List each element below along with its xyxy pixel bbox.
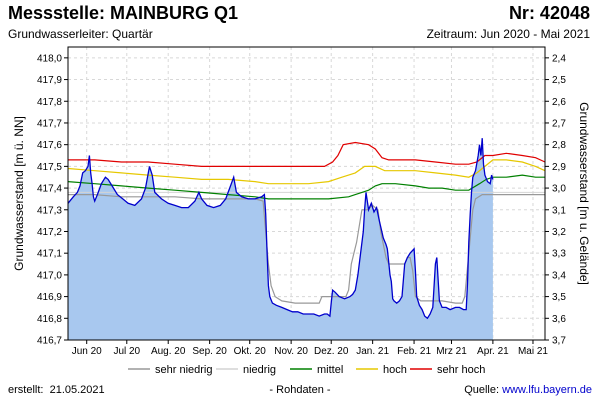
y-tick-label: 417,3 xyxy=(37,205,62,216)
y-right-tick-label: 3,7 xyxy=(552,336,566,347)
period-label: Zeitraum: Jun 2020 - Mai 2021 xyxy=(426,27,590,41)
y-right-tick-label: 2,5 xyxy=(552,75,566,86)
measured-area xyxy=(68,138,493,340)
x-tick-label: Mrz 21 xyxy=(436,346,467,357)
x-tick-label: Nov. 20 xyxy=(274,346,308,357)
y-right-tick-label: 3,4 xyxy=(552,270,566,281)
y-tick-label: 417,1 xyxy=(37,249,62,260)
raw-data-note: - Rohdaten - xyxy=(269,384,331,396)
aquifer-label: Grundwasserleiter: Quartär xyxy=(8,27,153,41)
y-tick-label: 417,8 xyxy=(37,97,62,108)
x-tick-label: Jun 20 xyxy=(72,346,102,357)
series-line-sehr-niedrig xyxy=(68,194,545,304)
measured-line xyxy=(67,138,494,320)
station-number: Nr: 42048 xyxy=(508,3,590,23)
source-info: Quelle: www.lfu.bayern.de xyxy=(464,384,592,396)
y-right-tick-label: 2,9 xyxy=(552,162,566,173)
y-right-tick-label: 2,6 xyxy=(552,97,566,108)
y-tick-label: 418,0 xyxy=(37,53,62,64)
y-right-tick-label: 3,3 xyxy=(552,249,566,260)
y-tick-label: 416,7 xyxy=(37,336,62,347)
legend-label: niedrig xyxy=(243,364,276,376)
y-tick-label: 417,9 xyxy=(37,75,62,86)
y-tick-label: 417,2 xyxy=(37,227,62,238)
x-tick-label: Feb. 21 xyxy=(397,346,431,357)
created-date: 21.05.2021 xyxy=(49,384,105,396)
y-axis-label-right: Grundwasserstand [m u. Gelände] xyxy=(577,102,591,285)
x-tick-label: Sep. 20 xyxy=(192,346,227,357)
x-tick-label: Aug. 20 xyxy=(151,346,186,357)
y-tick-label: 417,5 xyxy=(37,162,62,173)
legend-label: sehr niedrig xyxy=(155,364,212,376)
y-axis-label: Grundwasserstand [m ü. NN] xyxy=(12,116,26,271)
y-tick-label: 416,9 xyxy=(37,292,62,303)
x-tick-label: Okt. 20 xyxy=(234,346,267,357)
x-tick-label: Jan. 21 xyxy=(356,346,389,357)
y-right-tick-label: 3,0 xyxy=(552,184,566,195)
y-tick-label: 416,8 xyxy=(37,314,62,325)
created-info: erstellt: 21.05.2021 xyxy=(8,384,105,396)
y-tick-label: 417,4 xyxy=(37,184,62,195)
y-right-tick-label: 3,5 xyxy=(552,292,566,303)
y-tick-label: 417,7 xyxy=(37,118,62,129)
legend-label: sehr hoch xyxy=(437,364,485,376)
legend-label: mittel xyxy=(317,364,343,376)
legend-label: hoch xyxy=(383,364,407,376)
chart-title: Messstelle: MAINBURG Q1 xyxy=(8,3,239,23)
y-tick-label: 417,6 xyxy=(37,140,62,151)
source-label: Quelle: xyxy=(464,384,500,396)
y-right-tick-label: 3,6 xyxy=(552,314,566,325)
source-link[interactable]: www.lfu.bayern.de xyxy=(502,384,592,396)
x-tick-label: Dez. 20 xyxy=(314,346,349,357)
plot-frame xyxy=(67,46,546,341)
series-line-hoch xyxy=(67,159,546,185)
created-label: erstellt: xyxy=(8,384,44,396)
x-tick-label: Apr. 21 xyxy=(477,346,509,357)
y-right-tick-label: 3,1 xyxy=(552,205,566,216)
legend: sehr niedrig niedrig mittel hoch sehr hoch xyxy=(128,364,485,376)
y-right-tick-label: 2,4 xyxy=(552,53,566,64)
y-right-tick-label: 3,2 xyxy=(552,227,566,238)
y-right-tick-label: 2,8 xyxy=(552,140,566,151)
y-tick-label: 417,0 xyxy=(37,270,62,281)
y-right-tick-label: 2,7 xyxy=(552,118,566,129)
x-tick-label: Jul 20 xyxy=(113,346,140,357)
x-tick-label: Mai 21 xyxy=(518,346,548,357)
